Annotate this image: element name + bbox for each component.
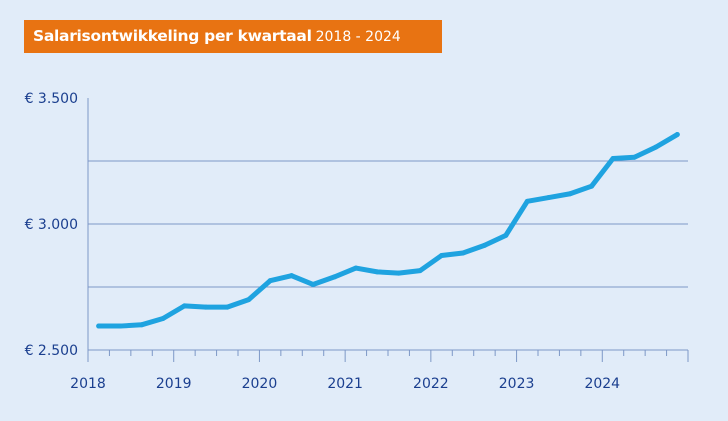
y-tick-label: € 3.500 — [25, 91, 78, 107]
data-point — [481, 242, 487, 248]
data-point — [353, 265, 359, 271]
data-point — [503, 232, 509, 238]
x-tick-label: 2024 — [584, 376, 620, 392]
data-point — [267, 278, 273, 284]
x-tick-label: 2019 — [156, 376, 192, 392]
data-point — [396, 270, 402, 276]
chart-subtitle: 2018 - 2024 — [315, 29, 401, 45]
x-tick-label: 2018 — [70, 376, 106, 392]
data-point — [567, 191, 573, 197]
data-point — [439, 253, 445, 258]
data-point — [374, 269, 380, 275]
data-point — [289, 273, 295, 279]
x-tick-label: 2020 — [242, 376, 278, 392]
data-point — [96, 323, 102, 329]
data-point — [631, 154, 637, 160]
data-point — [674, 132, 680, 138]
x-tick-label: 2023 — [499, 376, 535, 392]
data-point — [246, 297, 252, 303]
x-tick-label: 2022 — [413, 376, 449, 392]
data-point — [139, 322, 145, 328]
data-point — [653, 144, 659, 150]
data-point — [331, 274, 337, 280]
data-point — [203, 304, 209, 310]
x-tick-label: 2021 — [327, 376, 363, 392]
data-point — [117, 323, 123, 329]
y-tick-label: € 2.500 — [25, 343, 78, 359]
data-point — [460, 250, 466, 256]
y-tick-label: € 3.000 — [25, 217, 78, 233]
data-point — [589, 183, 595, 189]
data-point — [160, 316, 166, 321]
data-point — [610, 155, 616, 161]
data-point — [417, 268, 423, 274]
data-point — [310, 281, 316, 287]
chart-title-banner: Salarisontwikkeling per kwartaal 2018 - 2… — [24, 20, 442, 53]
chart-title: Salarisontwikkeling per kwartaal — [33, 27, 312, 45]
data-point — [181, 303, 187, 309]
data-line — [96, 132, 680, 329]
data-point — [546, 195, 552, 201]
data-point — [224, 304, 230, 310]
data-point — [524, 198, 530, 204]
